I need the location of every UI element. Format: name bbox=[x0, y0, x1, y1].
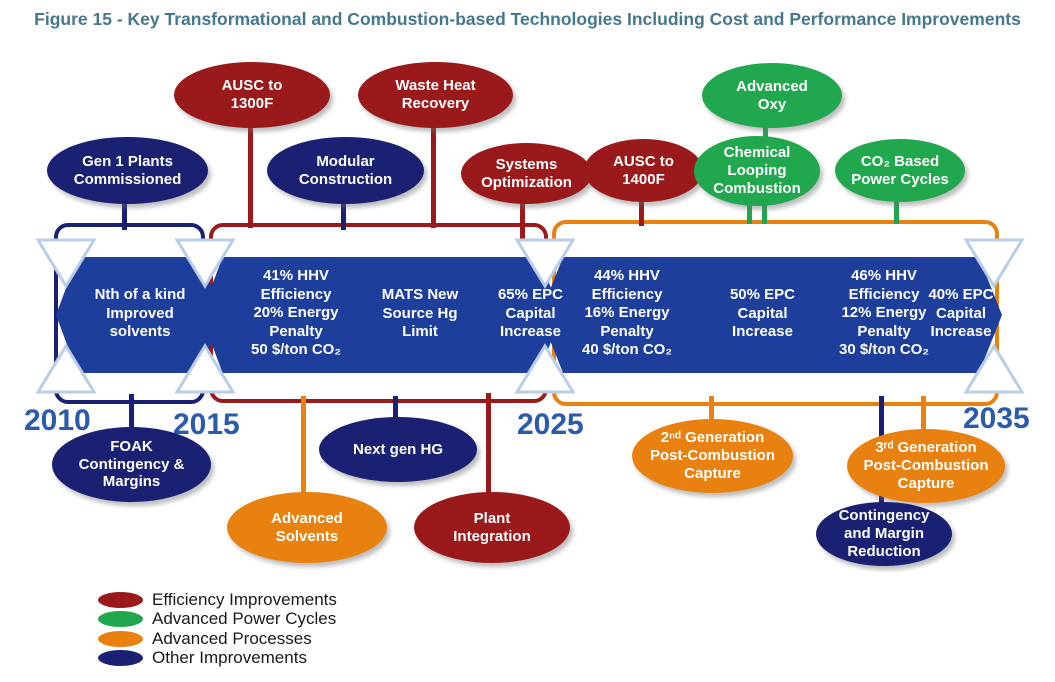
bubble-foak-contingency: FOAK Contingency & Margins bbox=[52, 427, 211, 502]
bubble-chemical-looping: Chemical Looping Combustion bbox=[694, 136, 820, 206]
timeline-segment-2025-2035 bbox=[540, 257, 1002, 373]
connector-next-gen-hg bbox=[393, 396, 398, 424]
connector-chemical-looping-left bbox=[747, 202, 752, 224]
timeline-segment-2010-2015 bbox=[56, 257, 222, 373]
bubble-systems-optimization: Systems Optimization bbox=[461, 143, 592, 204]
connector-ausc-1400f bbox=[639, 198, 644, 226]
milestone-marker-2035-top-icon bbox=[963, 238, 1025, 289]
bubble-next-gen-hg: Next gen HG bbox=[319, 417, 477, 482]
legend-label-other: Other Improvements bbox=[152, 648, 307, 668]
bubble-gen2-capture: 2ⁿᵈ Generation Post-Combustion Capture bbox=[632, 419, 793, 493]
band-label-40-epc: 40% EPC Capital Increase bbox=[928, 286, 994, 341]
legend-label-processes: Advanced Processes bbox=[152, 628, 312, 648]
bubble-ausc-1300f: AUSC to 1300F bbox=[174, 62, 330, 128]
legend-row-processes: Advanced Processes bbox=[98, 629, 337, 649]
connector-systems-optimization bbox=[520, 200, 525, 242]
legend-row-efficiency: Efficiency Improvements bbox=[98, 590, 337, 610]
bubble-co2-power-cycles: CO₂ Based Power Cycles bbox=[835, 139, 965, 202]
legend-label-power-cycles: Advanced Power Cycles bbox=[152, 609, 337, 629]
milestone-marker-2015-bottom-icon bbox=[174, 343, 236, 394]
legend-swatch-efficiency-icon bbox=[98, 591, 143, 608]
bubble-advanced-solvents: Advanced Solvents bbox=[227, 492, 387, 563]
bubble-contingency-reduction: Contingency and Margin Reduction bbox=[816, 502, 952, 566]
connector-chemical-looping-right bbox=[762, 202, 767, 224]
bubble-gen3-capture: 3ʳᵈ Generation Post-Combustion Capture bbox=[847, 429, 1005, 503]
figure-title: Figure 15 - Key Transformational and Com… bbox=[34, 9, 1021, 29]
legend: Efficiency Improvements Advanced Power C… bbox=[98, 590, 337, 668]
band-label-65-epc: 65% EPC Capital Increase bbox=[497, 286, 564, 341]
year-2010: 2010 bbox=[24, 404, 91, 437]
legend-row-power-cycles: Advanced Power Cycles bbox=[98, 609, 337, 630]
band-label-44-hhv: 44% HHV Efficiency 16% Energy Penalty 40… bbox=[581, 267, 672, 359]
connector-gen2-capture bbox=[709, 396, 714, 426]
band-label-nth-of-a-kind: Nth of a kind Improved solvents bbox=[94, 286, 186, 341]
timeline-segment-2015-2025 bbox=[201, 257, 561, 373]
milestone-marker-2010-top-icon bbox=[35, 238, 97, 289]
connector-advanced-oxy bbox=[763, 126, 768, 140]
milestone-marker-2025-top-icon bbox=[514, 238, 576, 289]
milestone-marker-2010-bottom-icon bbox=[35, 343, 97, 394]
bubble-modular-construction: Modular Construction bbox=[267, 137, 424, 204]
connector-ausc-1300f bbox=[248, 124, 253, 228]
connector-modular-construction bbox=[341, 200, 346, 230]
connector-advanced-solvents bbox=[301, 396, 306, 508]
connector-waste-heat-recovery bbox=[431, 124, 436, 228]
connector-co2-power-cycles bbox=[894, 198, 899, 224]
connector-gen1-plants bbox=[122, 200, 127, 230]
year-2035: 2035 bbox=[963, 402, 1030, 435]
band-label-41-hhv: 41% HHV Efficiency 20% Energy Penalty 50… bbox=[250, 267, 341, 359]
band-label-mats: MATS New Source Hg Limit bbox=[381, 286, 459, 341]
band-label-50-epc: 50% EPC Capital Increase bbox=[729, 286, 796, 341]
legend-label-efficiency: Efficiency Improvements bbox=[152, 589, 337, 609]
connector-plant-integration bbox=[486, 393, 491, 505]
bubble-advanced-oxy: Advanced Oxy bbox=[702, 63, 842, 128]
legend-swatch-other-icon bbox=[98, 650, 143, 667]
legend-row-other: Other Improvements bbox=[98, 648, 337, 669]
milestone-marker-2015-top-icon bbox=[174, 238, 236, 289]
milestone-marker-2025-bottom-icon bbox=[514, 343, 576, 394]
bubble-gen1-plants: Gen 1 Plants Commissioned bbox=[47, 137, 208, 204]
bubble-ausc-1400f: AUSC to 1400F bbox=[584, 139, 703, 202]
connector-gen3-capture bbox=[921, 396, 926, 438]
year-2025: 2025 bbox=[517, 408, 584, 441]
legend-swatch-power-cycles-icon bbox=[98, 611, 143, 628]
legend-swatch-processes-icon bbox=[98, 630, 143, 647]
connector-foak-contingency bbox=[129, 394, 134, 430]
bubble-plant-integration: Plant Integration bbox=[414, 492, 570, 563]
milestone-marker-2035-bottom-icon bbox=[963, 343, 1025, 394]
bubble-waste-heat-recovery: Waste Heat Recovery bbox=[358, 62, 513, 128]
band-label-46-hhv: 46% HHV Efficiency 12% Energy Penalty 30… bbox=[838, 267, 929, 359]
